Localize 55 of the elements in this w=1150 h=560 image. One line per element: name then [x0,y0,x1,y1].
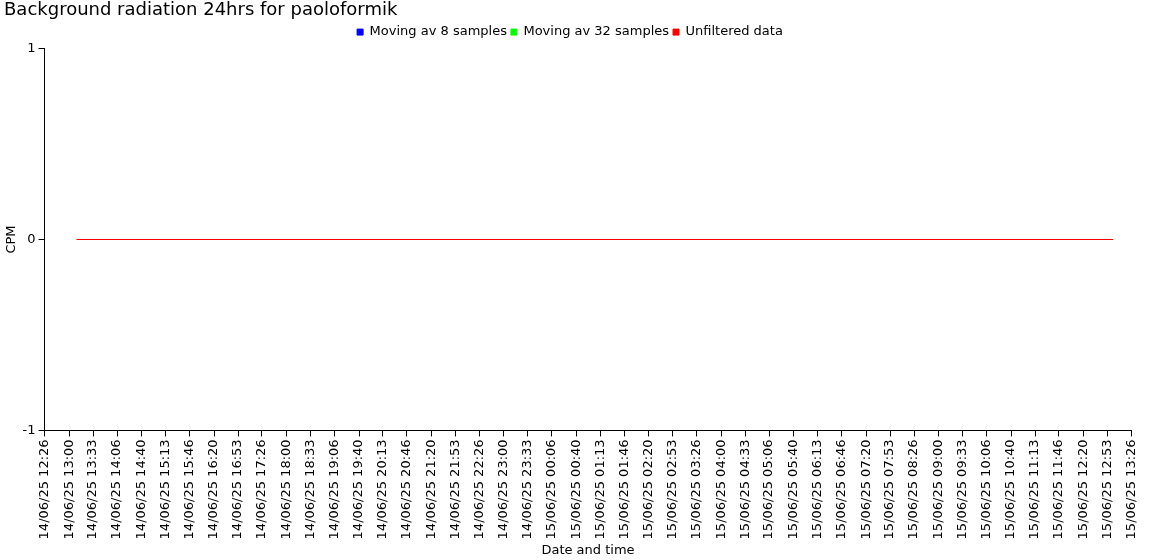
x-tick-label: 14/06/25 18:33 [301,439,317,540]
x-tick-label: 15/06/25 09:00 [930,439,946,540]
y-axis-title: CPM [3,225,19,254]
x-tick-label: 15/06/25 07:20 [857,439,873,540]
x-tick-label: 14/06/25 20:13 [374,439,390,540]
x-tick-label: 15/06/25 06:46 [832,439,848,540]
legend-label: Moving av 32 samples [523,23,670,39]
x-tick-label: 15/06/25 13:26 [1122,439,1138,540]
x-tick-label: 15/06/25 02:53 [664,439,680,540]
x-tick-label: 15/06/25 10:40 [1002,439,1018,540]
x-tick-label: 15/06/25 01:13 [591,439,607,540]
y-tick-label: -1 [22,421,36,437]
x-tick-label: 14/06/25 18:00 [277,439,293,540]
x-tick-label: 14/06/25 20:46 [398,439,414,540]
legend-label: Unfiltered data [685,23,783,39]
x-tick-label: 14/06/25 21:53 [446,439,462,540]
x-tick-label: 14/06/25 16:53 [229,439,245,540]
x-tick-label: 15/06/25 10:06 [977,439,993,540]
y-tick-label: 1 [27,39,36,55]
x-tick-label: 14/06/25 21:20 [422,439,438,540]
x-tick-label: 15/06/25 04:33 [736,439,752,540]
x-tick-label: 14/06/25 13:33 [84,439,100,540]
x-tick-label: 14/06/25 22:26 [470,439,486,540]
x-tick-label: 15/06/25 04:00 [712,439,728,540]
x-tick-label: 14/06/25 17:26 [253,439,269,540]
x-tick-label: 15/06/25 06:13 [809,439,825,540]
x-tick-label: 14/06/25 14:06 [108,439,124,540]
x-tick-label: 14/06/25 23:00 [495,439,511,540]
x-tick-label: 15/06/25 00:40 [567,439,583,540]
x-tick-label: 14/06/25 19:06 [325,439,341,540]
x-tick-label: 15/06/25 05:06 [760,439,776,540]
x-tick-label: 15/06/25 01:46 [615,439,631,540]
x-tick-label: 14/06/25 14:40 [133,439,149,540]
x-tick-label: 15/06/25 12:53 [1098,439,1114,540]
x-tick-label: 15/06/25 05:40 [785,439,801,540]
x-tick-label: 14/06/25 13:00 [60,439,76,540]
x-tick-label: 15/06/25 00:06 [543,439,559,540]
x-tick-label: 15/06/25 03:26 [688,439,704,540]
x-tick-label: 14/06/25 19:40 [350,439,366,540]
x-tick-label: 14/06/25 15:13 [156,439,172,540]
x-tick-label: 15/06/25 12:20 [1074,439,1090,540]
x-tick-label: 15/06/25 09:33 [953,439,969,540]
x-tick-label: 14/06/25 16:20 [205,439,221,540]
x-tick-label: 15/06/25 11:13 [1026,439,1042,540]
x-tick-label: 14/06/25 15:46 [180,439,196,540]
x-axis-title: Date and time [541,541,635,557]
x-tick-label: 14/06/25 23:33 [519,439,535,540]
x-tick-label: 15/06/25 07:53 [881,439,897,540]
x-tick-label: 15/06/25 11:46 [1050,439,1066,540]
legend-label: Moving av 8 samples [369,23,508,39]
chart-title: Background radiation 24hrs for paoloformik [4,0,398,20]
x-tick-label: 15/06/25 02:20 [640,439,656,540]
x-tick-label: 15/06/25 08:26 [905,439,921,540]
x-tick-label: 14/06/25 12:26 [35,439,51,540]
y-tick-label: 0 [27,230,36,246]
